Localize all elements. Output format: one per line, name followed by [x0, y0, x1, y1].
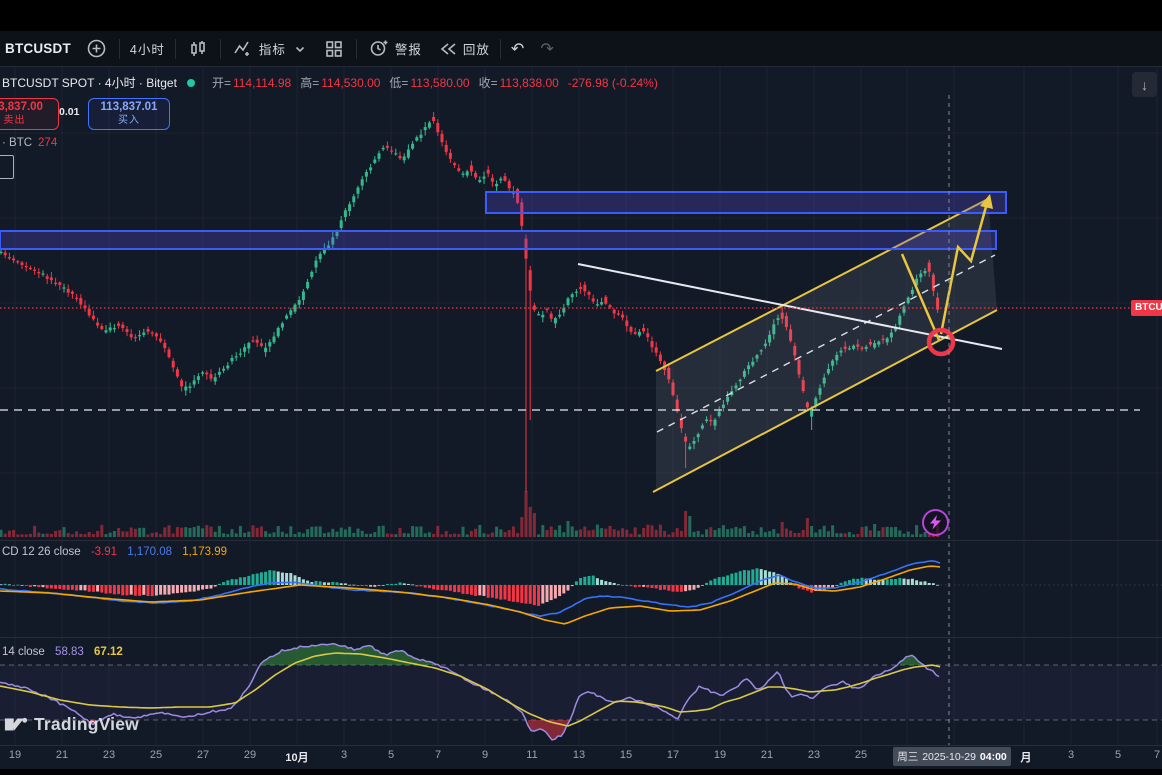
- buy-button[interactable]: 113,837.01 买入: [88, 98, 170, 130]
- toolbar-divider: [355, 38, 357, 59]
- time-tick: 23: [807, 749, 821, 761]
- symbol-info-row: BTCUSDT SPOT · 4小时 · Bitget 开= 114,114.98…: [2, 74, 658, 91]
- time-tick: 9: [481, 749, 489, 761]
- time-tick: 25: [149, 749, 163, 761]
- ohlc-key: 低=: [389, 76, 409, 90]
- time-tick: 10月: [285, 752, 309, 764]
- rsi-pane: [0, 642, 1162, 741]
- time-tick: 21: [760, 749, 774, 761]
- chevron-down-icon[interactable]: [288, 37, 312, 61]
- time-tick: 月: [1020, 752, 1032, 764]
- candlesticks: [0, 112, 940, 492]
- buy-label: 买入: [118, 115, 140, 126]
- clipped-panel-fragment: [0, 155, 14, 179]
- time-tick: 19: [713, 749, 727, 761]
- macd-pane: [0, 560, 1162, 625]
- chart-background: [0, 31, 1162, 769]
- redo-icon[interactable]: ↷: [540, 40, 554, 58]
- main-toolbar: BTCUSDT 4小时 指标 警报 回放 ↶ ↷: [0, 31, 1162, 67]
- indicators-button[interactable]: 指标: [258, 43, 286, 57]
- time-axis[interactable]: 周三 2025-10-29 04:00 19 21 23 25 27 29 10月 3 5 7 9 1…: [0, 747, 1162, 768]
- macd-legend: CD 12 26 close -3.91 1,170.08 1,173.99: [2, 546, 227, 558]
- sell-label: 卖出: [3, 115, 26, 126]
- quick-trade-button[interactable]: [922, 509, 949, 536]
- rsi-label: 14 close: [2, 646, 45, 658]
- time-tick: 25: [854, 749, 868, 761]
- sell-button[interactable]: 113,837.00 卖出: [0, 98, 59, 130]
- time-tick: 5: [387, 749, 395, 761]
- alerts-button[interactable]: 警报: [394, 43, 422, 57]
- lightning-icon: [930, 515, 941, 530]
- volume-label: · BTC: [2, 137, 33, 149]
- macd-label: CD 12 26 close: [2, 546, 81, 558]
- tradingview-logo-icon: [4, 717, 28, 731]
- price-drawings: [0, 191, 1140, 493]
- layout-grid-icon[interactable]: [322, 37, 346, 61]
- time-tick: 27: [196, 749, 210, 761]
- time-tick: 5: [1114, 749, 1122, 761]
- macd-line-value: 1,170.08: [127, 546, 173, 558]
- volume-legend: · BTC 274: [2, 137, 57, 149]
- toolbar-divider: [174, 38, 176, 59]
- ohlc-values: 开= 114,114.98 高= 114,530.00 低= 113,580.00 收= 11…: [203, 74, 559, 91]
- compare-add-icon[interactable]: [85, 37, 109, 61]
- indicators-icon[interactable]: [231, 37, 255, 61]
- undo-icon[interactable]: ↶: [510, 40, 525, 58]
- toolbar-divider: [499, 38, 501, 59]
- toolbar-divider: [118, 38, 120, 59]
- time-tick: 19: [8, 749, 22, 761]
- toolbar-divider: [219, 38, 221, 59]
- date-box-time: 04:00: [979, 750, 1007, 763]
- rsi-legend: 14 close 58.83 67.12: [2, 646, 123, 658]
- sell-price: 113,837.00: [0, 101, 43, 113]
- market-status-dot-icon: [186, 78, 195, 87]
- time-tick: 13: [572, 749, 586, 761]
- time-tick: 23: [102, 749, 116, 761]
- date-box-day: 周三: [897, 751, 919, 763]
- spread-value: 0.01: [59, 106, 80, 118]
- watermark-text: TradingView: [34, 713, 139, 734]
- volume-bars: [0, 491, 940, 537]
- time-tick: 11: [526, 749, 538, 761]
- time-tick: 7: [434, 749, 442, 761]
- crosshair-date-box: 周三 2025-10-29 04:00: [893, 747, 1011, 766]
- time-tick: 15: [619, 749, 633, 761]
- time-tick: 3: [340, 749, 348, 761]
- ohlc-value: 114,114.98: [232, 76, 292, 90]
- time-tick: 29: [243, 749, 257, 761]
- ohlc-value: 113,838.00: [499, 76, 559, 90]
- time-tick: 7: [1153, 749, 1161, 761]
- ohlc-value: 113,580.00: [410, 76, 470, 90]
- rsi-ma-value: 67.12: [94, 646, 123, 658]
- time-tick: 21: [55, 749, 69, 761]
- price-line-label: BTCUSDT: [1131, 300, 1162, 316]
- ohlc-value: 114,530.00: [321, 76, 381, 90]
- tradingview-watermark: TradingView: [4, 712, 139, 736]
- chart-style-candles-icon[interactable]: [186, 37, 210, 61]
- macd-signal-value: 1,173.99: [182, 546, 227, 558]
- replay-button[interactable]: 回放: [462, 43, 490, 57]
- time-tick: 17: [666, 749, 680, 761]
- ohlc-key: 收=: [478, 76, 498, 90]
- alert-clock-icon[interactable]: [367, 37, 391, 61]
- change-value: -276.98 (-0.24%): [567, 75, 658, 90]
- ohlc-key: 高=: [300, 76, 320, 90]
- scroll-to-recent-button[interactable]: ↓: [1132, 72, 1157, 97]
- date-box-date: 2025-10-29: [922, 750, 976, 763]
- symbol-description[interactable]: BTCUSDT SPOT · 4小时 · Bitget: [2, 76, 177, 90]
- volume-value: 274: [38, 137, 58, 149]
- macd-hist-value: -3.91: [90, 546, 118, 558]
- buy-price: 113,837.01: [100, 101, 158, 113]
- symbol-button[interactable]: BTCUSDT: [5, 41, 71, 56]
- interval-button[interactable]: 4小时: [129, 43, 165, 57]
- rsi-value: 58.83: [55, 646, 84, 658]
- replay-rewind-icon[interactable]: [436, 37, 460, 61]
- ohlc-key: 开=: [211, 76, 231, 90]
- time-tick: 3: [1067, 749, 1075, 761]
